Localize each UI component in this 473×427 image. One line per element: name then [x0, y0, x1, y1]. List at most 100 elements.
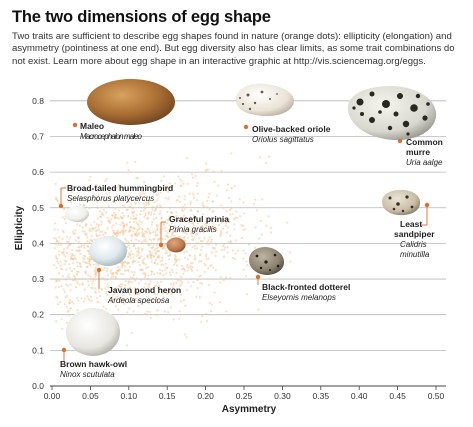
egg-dot — [155, 199, 159, 202]
egg-dot — [124, 237, 127, 240]
egg-dot — [175, 230, 178, 233]
egg-dot — [218, 224, 221, 227]
x-tick-label: 0.15 — [159, 391, 176, 401]
egg-dot — [160, 216, 163, 220]
egg-dot — [203, 205, 206, 208]
egg-dot — [144, 276, 147, 279]
egg-dot — [234, 252, 237, 255]
egg-dot — [230, 200, 233, 203]
egg-dot — [100, 220, 103, 223]
egg-dot — [233, 223, 236, 226]
egg-dot — [87, 274, 90, 277]
egg-dot — [226, 231, 229, 234]
egg-dot — [145, 201, 148, 204]
egg-dot — [117, 209, 120, 212]
egg-dot — [67, 313, 70, 316]
egg-dot — [110, 276, 113, 279]
egg-dot — [185, 156, 188, 159]
egg-dot — [169, 273, 172, 276]
egg-dot — [64, 185, 67, 188]
egg-dot — [90, 234, 93, 238]
egg-dot — [138, 264, 141, 267]
egg-dot — [141, 231, 144, 234]
egg-dot — [169, 235, 172, 238]
y-tick-label: 0.1 — [32, 345, 44, 355]
egg-dot — [154, 285, 157, 288]
egg-dot — [84, 233, 87, 236]
label-prinia-common: Graceful prinia — [169, 214, 229, 224]
egg-dot — [148, 229, 151, 232]
egg-dot — [133, 287, 137, 290]
egg-dot — [168, 215, 171, 218]
egg-dot — [189, 232, 192, 235]
egg-dot — [192, 229, 196, 232]
egg-dot — [55, 295, 58, 298]
egg-dot — [110, 214, 113, 217]
species-marker — [243, 124, 249, 130]
egg-dot — [211, 230, 214, 234]
egg-dot — [63, 207, 66, 210]
egg-dot — [150, 223, 153, 226]
egg-dot — [80, 243, 83, 246]
egg-dot — [142, 202, 145, 205]
egg-dot — [203, 270, 206, 274]
egg-dot — [196, 247, 199, 250]
egg-dot — [131, 211, 134, 214]
egg-dot — [123, 205, 126, 208]
egg-dot — [183, 251, 186, 254]
egg-dot — [150, 239, 153, 242]
egg-dot — [134, 260, 137, 263]
egg-dot — [159, 205, 163, 208]
egg-dot — [115, 287, 118, 290]
egg-dot — [84, 223, 87, 226]
egg-dot — [148, 253, 151, 256]
egg-dot — [245, 260, 248, 263]
egg-dot — [143, 192, 146, 195]
x-tick-label: 0.20 — [197, 391, 214, 401]
egg-dot — [135, 214, 138, 217]
egg-dot — [104, 179, 107, 182]
egg-dot — [66, 284, 69, 287]
egg-dot — [112, 224, 115, 227]
egg-dot — [102, 233, 105, 236]
egg-dot — [189, 216, 192, 219]
egg-dot — [219, 276, 222, 279]
egg-dot — [156, 272, 159, 275]
egg-dot — [219, 281, 222, 284]
egg-dot — [153, 249, 156, 252]
egg-dot — [132, 230, 135, 233]
egg-dot — [89, 238, 92, 242]
egg-dot — [145, 203, 148, 206]
egg-dot — [73, 267, 76, 270]
egg-dot — [151, 208, 154, 211]
egg-dot — [219, 229, 223, 233]
egg-dot — [56, 199, 59, 203]
egg-dot — [83, 258, 86, 261]
egg-dot — [137, 257, 140, 260]
egg-dot — [179, 283, 182, 286]
egg-dot — [76, 265, 79, 268]
egg-dot — [233, 218, 236, 221]
egg-dot — [86, 196, 89, 199]
egg-dot — [242, 257, 245, 260]
egg-dot — [117, 217, 120, 220]
egg-dot — [123, 283, 127, 287]
egg-dot — [122, 226, 125, 230]
egg-dot — [255, 209, 258, 212]
y-tick-label: 0.2 — [32, 310, 44, 320]
x-tick-label: 0.35 — [313, 391, 330, 401]
egg-dot — [148, 285, 151, 288]
egg-dot — [128, 286, 131, 289]
egg-dot — [124, 230, 127, 233]
egg-dot — [155, 224, 158, 227]
egg-dot — [127, 214, 130, 217]
egg-dot — [57, 250, 61, 253]
egg-dot — [183, 208, 186, 211]
egg-dot — [199, 230, 202, 234]
egg-dot — [142, 209, 145, 212]
egg-dot — [214, 269, 217, 272]
egg-dot — [139, 194, 142, 197]
egg-dot — [149, 287, 152, 291]
egg-dot — [189, 262, 193, 265]
egg-dot — [175, 271, 178, 274]
